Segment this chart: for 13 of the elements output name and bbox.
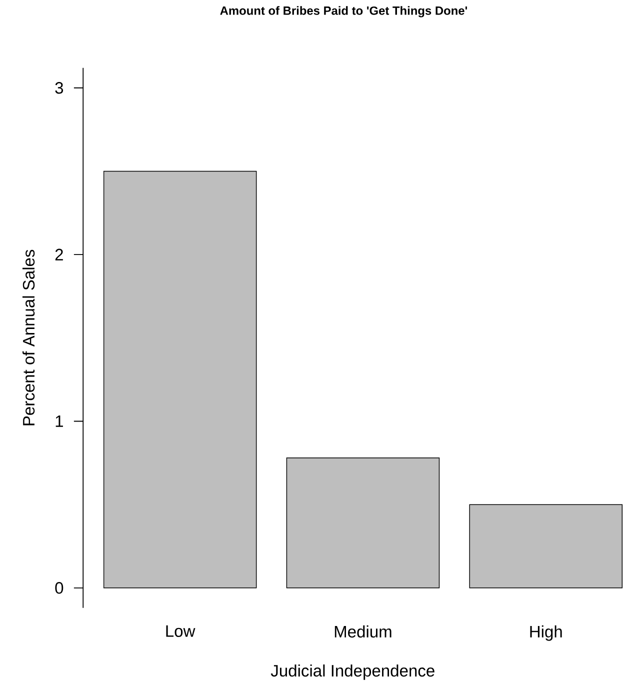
bar	[104, 171, 256, 588]
bar	[286, 458, 440, 588]
chart-title: Amount of Bribes Paid to 'Get Things Done'	[220, 6, 468, 18]
y-tick-label: 3	[55, 82, 64, 94]
bar	[469, 504, 623, 588]
y-tick-label: 0	[55, 582, 64, 594]
x-tick-label: High	[530, 625, 562, 641]
y-tick-label: 2	[56, 248, 64, 260]
x-tick-label: Medium	[335, 625, 392, 638]
x-tick-label: Low	[166, 625, 196, 637]
y-axis-title: Percent of Annual Sales	[22, 250, 35, 426]
y-tick-label: 1	[56, 416, 64, 427]
x-axis-title: Judicial Independence	[271, 664, 435, 680]
